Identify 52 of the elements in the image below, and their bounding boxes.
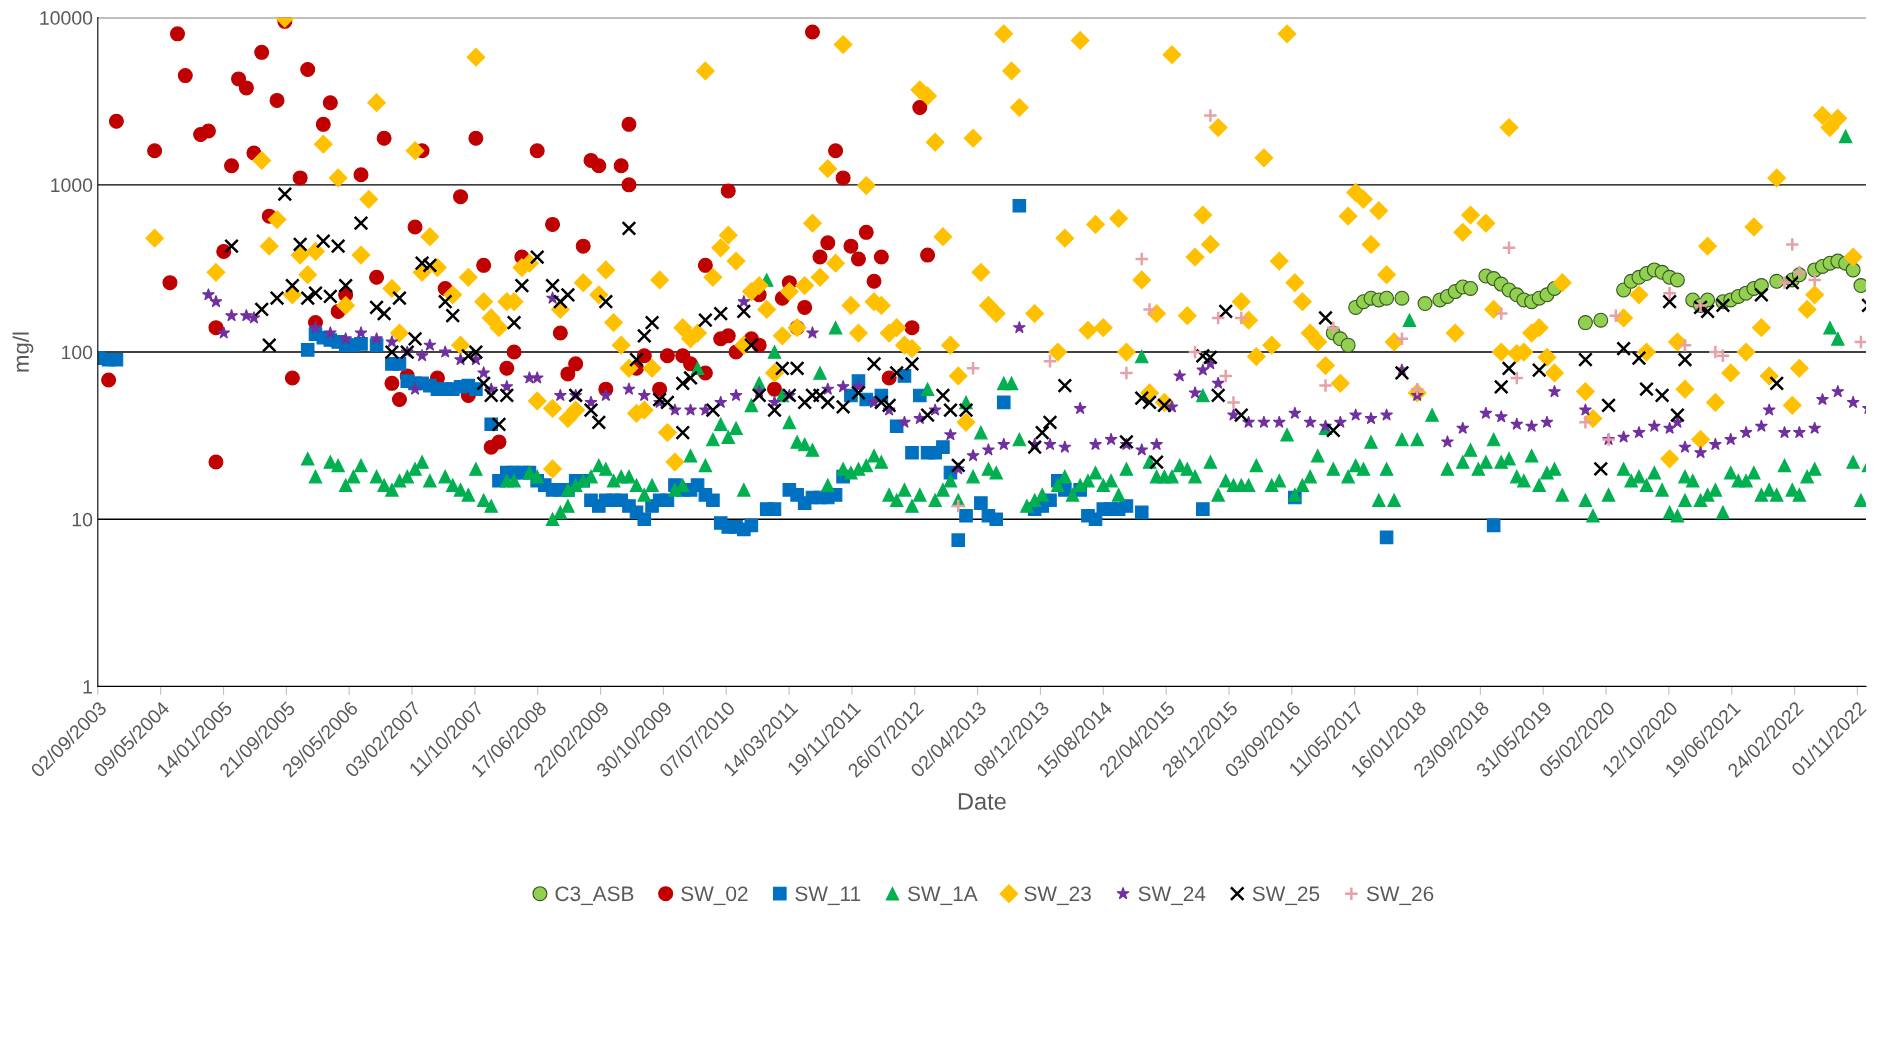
point: [1210, 310, 1226, 326]
point: [1669, 272, 1685, 288]
point: [1218, 368, 1234, 384]
point: [1577, 315, 1593, 331]
point: [1325, 320, 1341, 336]
x-axis-title: Date: [958, 793, 1006, 810]
point: [1577, 414, 1593, 430]
point: [1409, 381, 1425, 397]
point: [1134, 251, 1150, 267]
point: [1662, 285, 1678, 301]
point: [1807, 272, 1823, 288]
point: [1379, 290, 1395, 306]
point: [1118, 365, 1134, 381]
y-axis-title: mg/l: [12, 332, 34, 372]
legend-label: SW_23: [1024, 886, 1091, 906]
point: [1493, 306, 1509, 322]
point: [1501, 240, 1517, 256]
point: [1417, 296, 1433, 312]
legend-label: C3_ASB: [555, 886, 634, 906]
point: [1394, 331, 1410, 347]
point: [1042, 353, 1058, 369]
legend-label: SW_26: [1366, 886, 1434, 906]
point: [950, 498, 966, 514]
point: [1707, 344, 1723, 360]
point: [1340, 337, 1356, 353]
legend-label: SW_24: [1138, 886, 1206, 906]
point: [1677, 337, 1693, 353]
point: [1715, 348, 1731, 364]
point: [1845, 262, 1861, 278]
point: [1142, 301, 1158, 317]
point: [1187, 344, 1203, 360]
legend-label: SW_02: [681, 886, 748, 906]
point: [1784, 236, 1800, 252]
point: [1593, 312, 1609, 328]
point: [1394, 290, 1410, 306]
point: [1463, 280, 1479, 296]
point: [1202, 107, 1218, 123]
point: [1777, 275, 1793, 291]
y-tick-label: 100: [61, 345, 93, 360]
point: [1509, 370, 1525, 386]
point: [1318, 378, 1334, 394]
point: [1226, 394, 1241, 410]
point: [1233, 310, 1249, 326]
y-tick-label: 10000: [40, 11, 93, 25]
legend-label: SW_1A: [907, 886, 978, 906]
y-tick-label: 1000: [51, 178, 93, 193]
point: [1608, 308, 1624, 324]
point: [965, 360, 981, 376]
y-tick-label: 10: [72, 512, 93, 527]
legend-label: SW_25: [1252, 886, 1320, 906]
legend-label: SW_11: [795, 886, 861, 906]
y-tick-label: 1: [83, 680, 92, 694]
